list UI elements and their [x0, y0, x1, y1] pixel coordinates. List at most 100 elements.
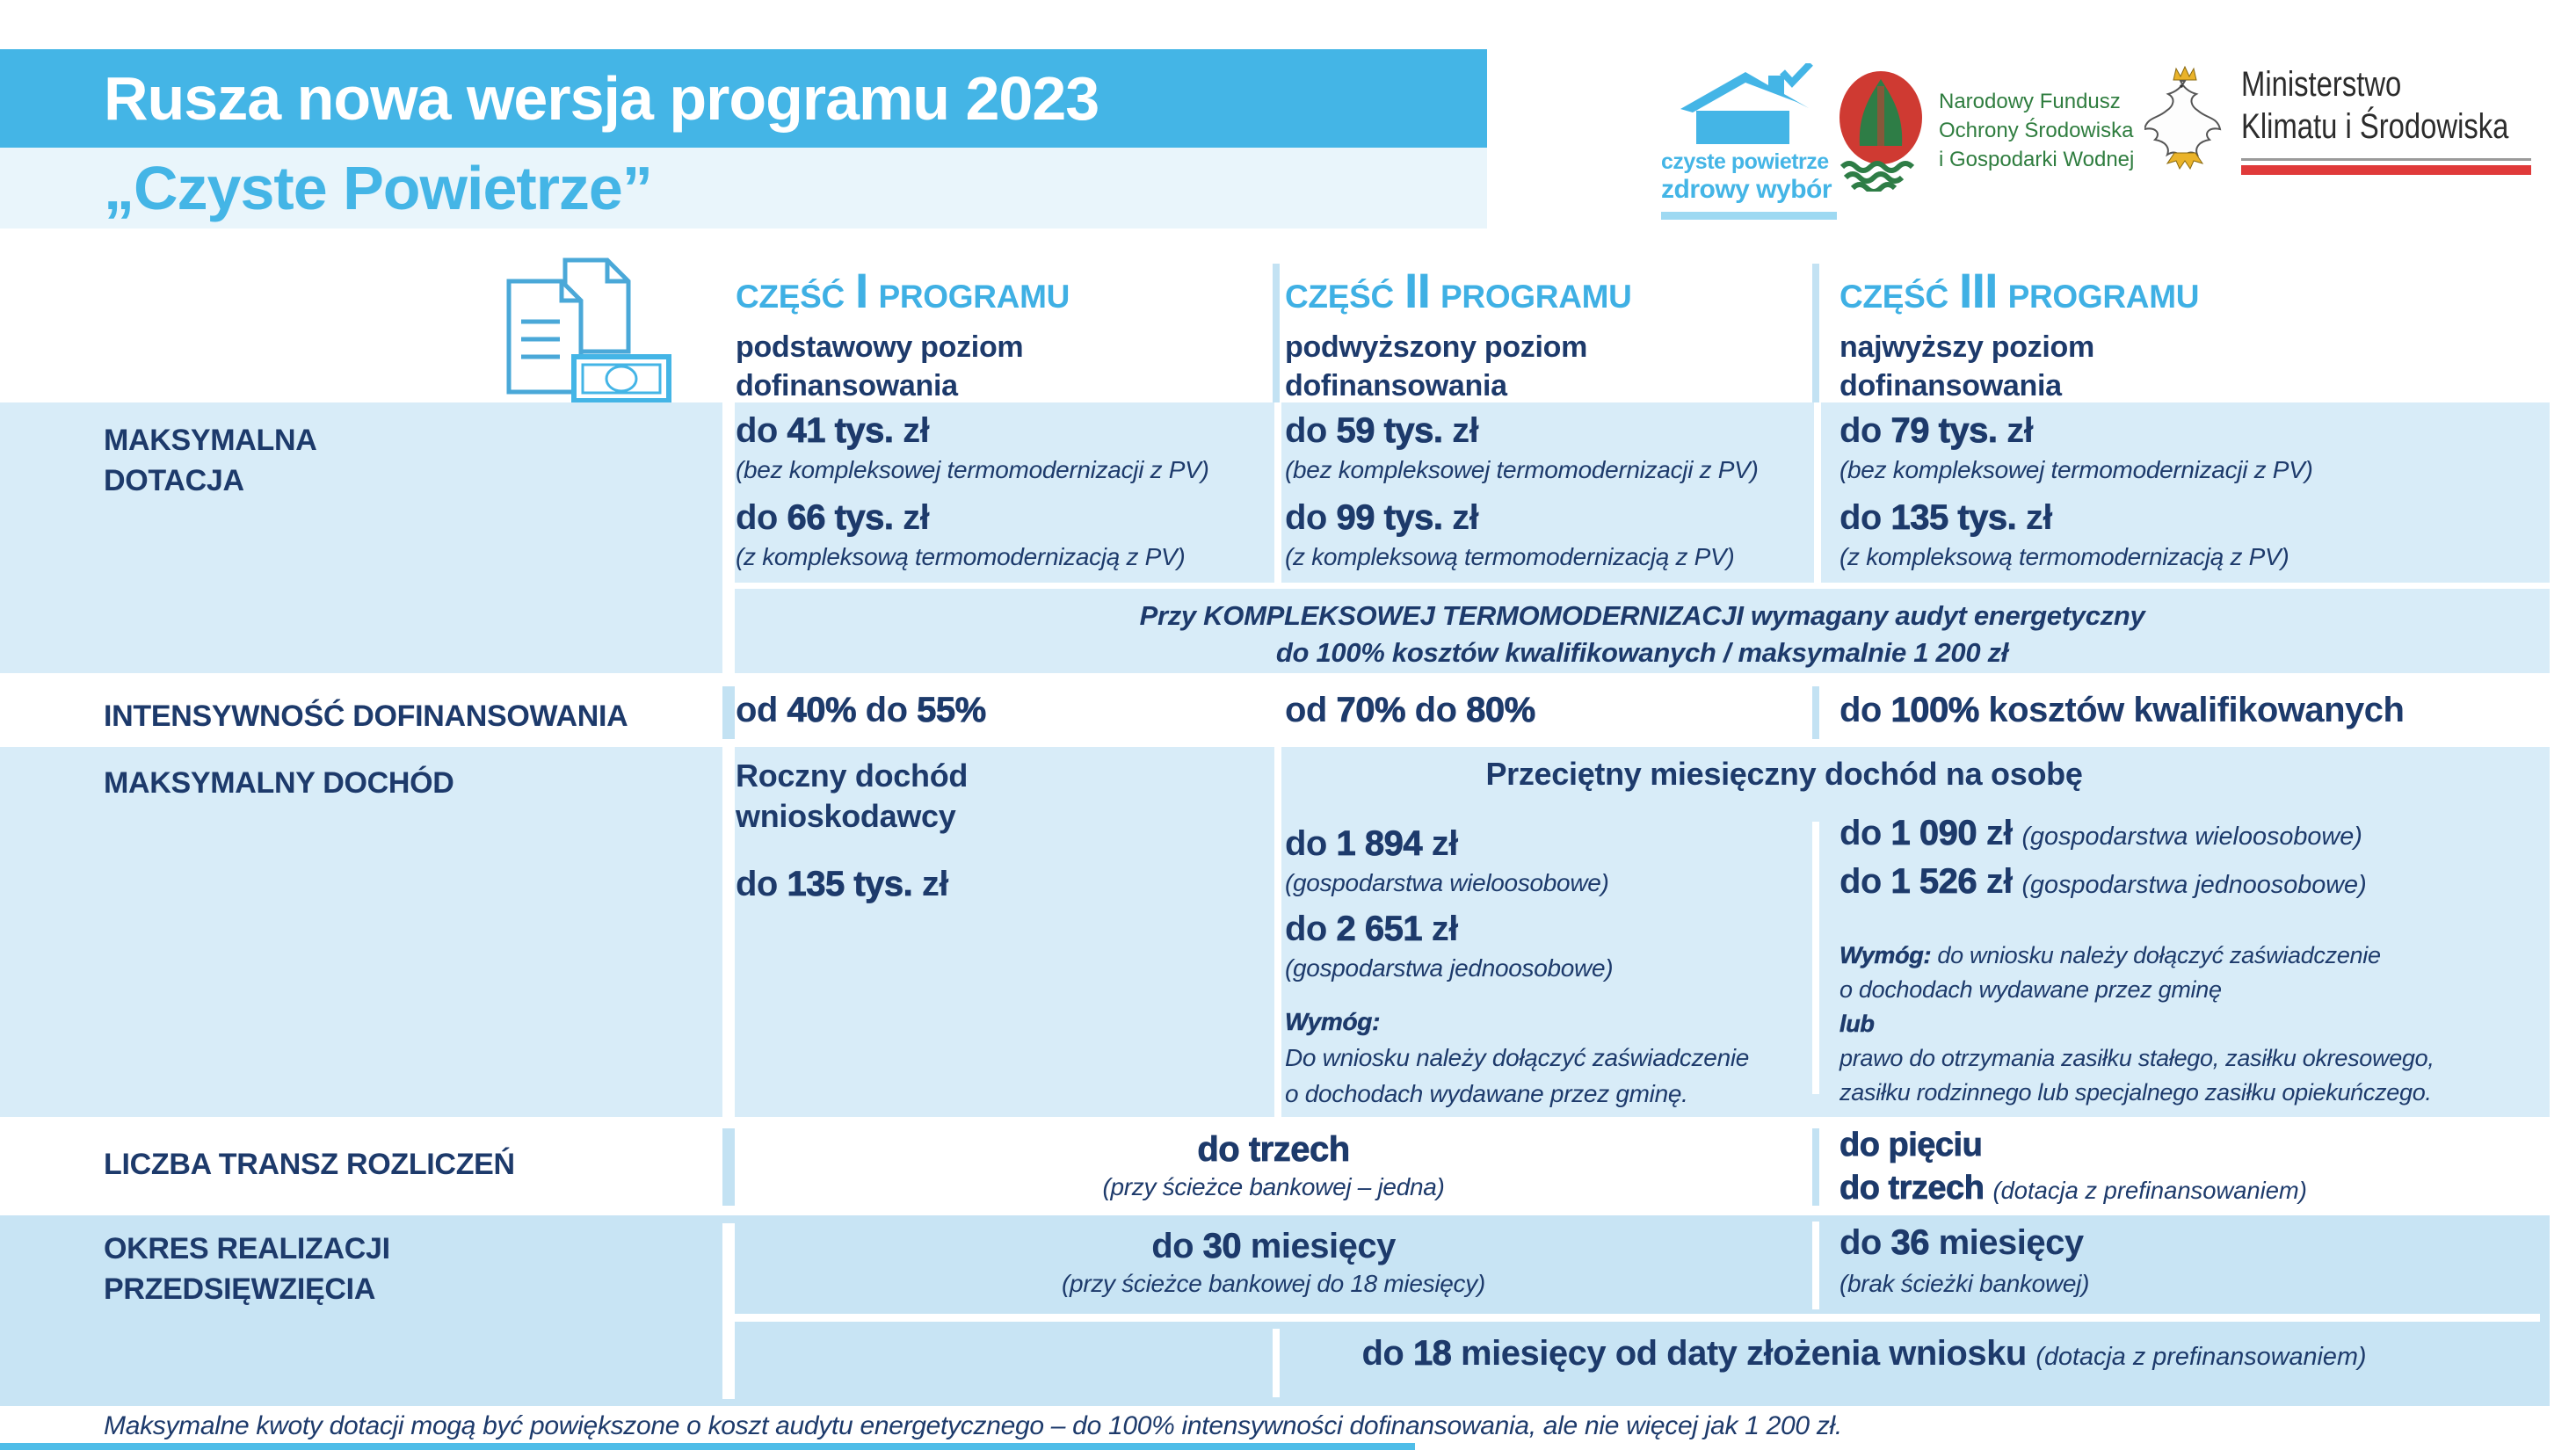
row-label-dotacja: MAKSYMALNA DOTACJA [104, 424, 317, 497]
okres-col3-note: (brak ścieżki bankowej) [1839, 1270, 2090, 1297]
transze-col3-line1: do pięciu [1839, 1127, 1984, 1164]
intensywnosc-divider-label [722, 686, 735, 739]
okres-subrow-separator [735, 1314, 2540, 1322]
dotacja-note-separator [735, 583, 2550, 589]
nfosigw-tree-icon [1839, 71, 1922, 192]
dochod-divider-2 [1812, 822, 1819, 1094]
dochod-cell-part3: do 1 090 zł (gospodarstwa wieloosobowe) … [1839, 814, 2435, 1110]
transze-divider-2 [1812, 1128, 1819, 1206]
dochod-shared-header: Przeciętny miesięczny dochód na osobę [1485, 756, 2083, 792]
dotacja-value-2: do 135 tys. zł [1839, 498, 2052, 538]
dotacja-value-1: do 41 tys. zł [736, 411, 930, 451]
dotacja-note-2: (z kompleksową termomodernizacją z PV) [736, 543, 1186, 570]
intensywnosc-divider-2 [1812, 686, 1819, 739]
part2-subtitle-line2: dofinansowania [1285, 369, 1507, 402]
page-title-line2: „Czyste Powietrze” [104, 154, 653, 222]
audit-note-line2: do 100% kosztów kwalifikowanych / maksym… [1275, 637, 2009, 668]
dotacja-note-1: (bez kompleksowej termomodernizacji z PV… [1839, 456, 2313, 483]
part1-suffix: PROGRAMU [878, 279, 1070, 315]
dochod-divider-label [722, 747, 735, 1117]
dochod-col1-value: do 135 tys. zł [736, 865, 948, 904]
documents-money-icon [506, 257, 671, 403]
okres-merged-cell: do 30 miesięcy (przy ścieżce bankowej do… [735, 1227, 1812, 1298]
czyste-powietrze-logo-text1: czyste powietrze [1661, 149, 1829, 174]
row-label-dochod: MAKSYMALNY DOCHÓD [104, 766, 454, 800]
dochod-col1-title-line2: wnioskodawcy [736, 798, 956, 834]
ministry-logo-text1: Ministerstwo [2241, 65, 2402, 104]
dochod-cell-part2: do 1 894 zł (gospodarstwa wieloosobowe) … [1285, 824, 1750, 1112]
part3-subtitle-line1: najwyższy poziom [1839, 330, 2094, 364]
part1-title: CZĘŚĆ I PROGRAMU [736, 262, 1070, 319]
nfosigw-logo: Narodowy Fundusz Ochrony Środowiska i Go… [1837, 69, 2134, 192]
polish-eagle-icon [2144, 65, 2222, 170]
dotacja-note-2: (z kompleksową termomodernizacją z PV) [1839, 543, 2289, 570]
part3-subtitle-line2: dofinansowania [1839, 369, 2062, 402]
transze-merged-value: do trzech [1197, 1130, 1351, 1170]
row-label-okres: OKRES REALIZACJI PRZEDSIĘWZIĘCIA [104, 1232, 390, 1306]
dotacja-note-1: (bez kompleksowej termomodernizacji z PV… [1285, 456, 1759, 483]
dochod-col2-value-1: do 1 894 zł [1285, 824, 1458, 864]
dotacja-divider-2 [1814, 402, 1821, 583]
nfosigw-logo-text1: Narodowy Fundusz [1939, 89, 2121, 113]
dochod-col2-note-2: (gospodarstwa jednoosobowe) [1285, 954, 1614, 982]
dotacja-audit-note: Przy KOMPLEKSOWEJ TERMOMODERNIZACJI wyma… [735, 598, 2550, 671]
dochod-col2-note-1: (gospodarstwa wieloosobowe) [1285, 869, 1609, 896]
ministry-logo: Ministerstwo Klimatu i Środowiska [2144, 63, 2567, 179]
intensywnosc-part2: od 70% do 80% [1285, 691, 1536, 730]
okres-subrow: do 18 miesięcy od daty złożenia wniosku … [1280, 1334, 2449, 1374]
part2-subtitle-line1: podwyższony poziom [1285, 330, 1588, 364]
dotacja-value-1: do 79 tys. zł [1839, 411, 2034, 451]
okres-divider-label [722, 1223, 735, 1399]
part2-prefix: CZĘŚĆ [1285, 279, 1394, 315]
header-divider-1 [1273, 264, 1280, 402]
dochod-shared-header-wrap: Przeciętny miesięczny dochód na osobę [1283, 754, 2285, 794]
czyste-powietrze-logo-bar [1661, 212, 1837, 220]
dotacja-value-2: do 66 tys. zł [736, 498, 930, 538]
column-header-part3: CZĘŚĆ III PROGRAMU najwyższy poziom dofi… [1839, 262, 2199, 405]
part3-suffix: PROGRAMU [2007, 279, 2200, 315]
czyste-powietrze-logo: czyste powietrze zdrowy wybór [1661, 61, 1841, 220]
dochod-divider-1 [1274, 747, 1281, 1117]
part3-title: CZĘŚĆ III PROGRAMU [1839, 262, 2199, 319]
dochod-col2-value-2: do 2 651 zł [1285, 910, 1458, 949]
footer-accent-strip [0, 1443, 1415, 1450]
column-header-part2: CZĘŚĆ II PROGRAMU podwyższony poziom dof… [1285, 262, 1632, 405]
dotacja-cell-part1: do 41 tys. zł (bez kompleksowej termomod… [736, 411, 1209, 571]
page-title-line1: Rusza nowa wersja programu 2023 [104, 64, 1099, 133]
czyste-powietrze-logo-text2: zdrowy wybór [1661, 175, 1832, 204]
part3-numeral: III [1958, 263, 1999, 318]
transze-col3-line2: do trzech (dotacja z prefinansowaniem) [1839, 1170, 2307, 1207]
dotacja-note-2: (z kompleksową termomodernizacją z PV) [1285, 543, 1735, 570]
dotacja-note-1: (bez kompleksowej termomodernizacji z PV… [736, 456, 1209, 483]
dotacja-cell-part2: do 59 tys. zł (bez kompleksowej termomod… [1285, 411, 1759, 571]
column-header-part1: CZĘŚĆ I PROGRAMU podstawowy poziom dofin… [736, 262, 1070, 405]
nfosigw-logo-text2: Ochrony Środowiska [1939, 118, 2134, 142]
okres-divider-2 [1812, 1222, 1819, 1309]
ministry-logo-text2: Klimatu i Środowiska [2241, 107, 2509, 146]
dotacja-value-1: do 59 tys. zł [1285, 411, 1479, 451]
part1-subtitle-line1: podstawowy poziom [736, 330, 1024, 364]
dochod-col2-requirement: Wymóg: Do wniosku należy dołączyć zaświad… [1285, 1008, 1750, 1107]
footer-note: Maksymalne kwoty dotacji mogą być powięk… [104, 1411, 1842, 1440]
part1-subtitle-line2: dofinansowania [736, 369, 958, 402]
part3-prefix: CZĘŚĆ [1839, 279, 1948, 315]
dochod-col3-requirement: Wymóg: do wniosku należy dołączyć zaświa… [1839, 942, 2435, 1106]
okres-cell-part3: do 36 miesięcy (brak ścieżki bankowej) [1839, 1223, 2089, 1298]
nfosigw-logo-text3: i Gospodarki Wodnej [1939, 147, 2135, 171]
dochod-col3-value-1: do 1 090 zł (gospodarstwa wieloosobowe) [1839, 814, 2362, 853]
okres-subrow-tick [1273, 1329, 1280, 1397]
part2-numeral: II [1404, 263, 1431, 318]
subtitle-band: „Czyste Powietrze” [0, 148, 1487, 228]
header-divider-2 [1812, 264, 1819, 402]
dochod-col1-title-line1: Roczny dochód [736, 758, 969, 794]
intensywnosc-part3: do 100% kosztów kwalifikowanych [1839, 691, 2405, 730]
okres-merged-value: do 30 miesięcy [1151, 1227, 1396, 1266]
dotacja-divider-label [722, 402, 735, 673]
ministry-logo-red-bar [2241, 165, 2531, 175]
title-banner: Rusza nowa wersja programu 2023 [0, 49, 1487, 148]
dotacja-cell-part3: do 79 tys. zł (bez kompleksowej termomod… [1839, 411, 2313, 571]
house-check-icon [1680, 61, 1813, 144]
dochod-col3-value-2: do 1 526 zł (gospodarstwa jednoosobowe) [1839, 862, 2367, 902]
transze-merged-cell: do trzech (przy ścieżce bankowej – jedna… [735, 1130, 1812, 1201]
